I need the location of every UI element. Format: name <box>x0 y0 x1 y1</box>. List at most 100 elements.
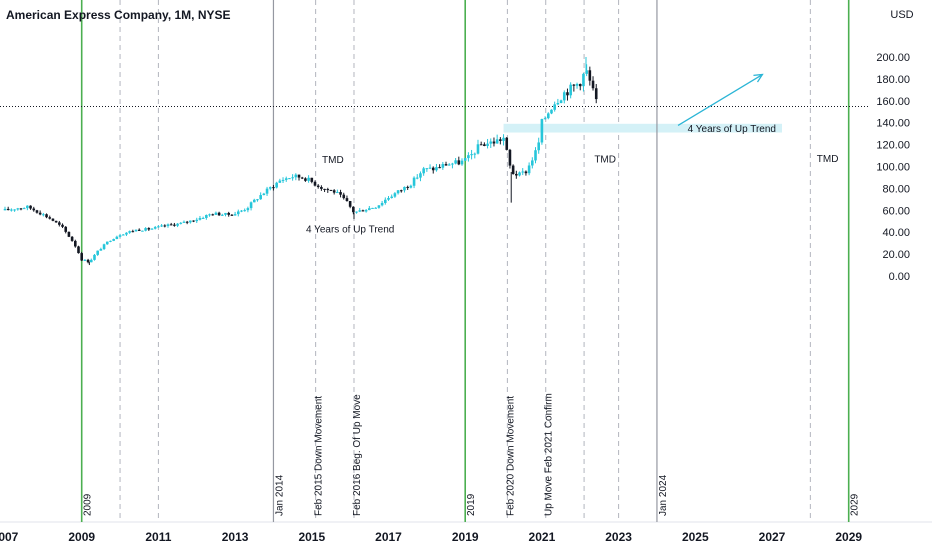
candle-body <box>134 229 138 232</box>
cycle-line-label: 2009 <box>83 493 94 516</box>
candle-body <box>438 167 441 169</box>
time-tick-label: 2015 <box>298 530 325 544</box>
annotation-label: TMD <box>322 155 344 166</box>
event-label: Feb 2015 Down Movement <box>314 396 325 516</box>
candle-body <box>64 226 68 232</box>
candle-body <box>300 177 304 179</box>
candle-body <box>479 144 483 146</box>
trend-arrow[interactable] <box>677 73 763 126</box>
candle-body <box>447 164 451 166</box>
candle-body <box>35 210 39 213</box>
candle-body <box>336 192 339 194</box>
price-tick-label: 200.00 <box>876 52 910 64</box>
candle-body <box>352 206 355 213</box>
uptrend-zone[interactable] <box>503 123 782 133</box>
candle-body <box>233 214 237 216</box>
cycle-line-label: 2029 <box>850 493 861 516</box>
event-label: Feb 2016 Beg. Of Up Move <box>352 394 363 516</box>
candle-body <box>553 104 556 110</box>
candle-body <box>307 177 310 181</box>
candle-body <box>329 189 333 191</box>
candle-body <box>403 186 406 191</box>
price-tick-label: 160.00 <box>876 96 910 108</box>
candle-body <box>99 249 103 251</box>
candle-body <box>109 240 112 242</box>
candle-body <box>495 139 499 144</box>
candle-body <box>61 224 64 227</box>
candle-body <box>29 205 32 209</box>
candle-body <box>345 198 349 202</box>
candle-body <box>515 173 518 176</box>
candle-body <box>304 178 307 181</box>
candle-body <box>13 209 16 211</box>
cycle-line-label: 2019 <box>466 493 477 516</box>
candle-body <box>259 195 262 200</box>
time-tick-label: 2017 <box>375 530 402 544</box>
candle-body <box>189 220 192 223</box>
candle-body <box>566 92 569 96</box>
candle-body <box>499 139 502 141</box>
candle-body <box>221 214 224 216</box>
candle-body <box>364 210 368 212</box>
candle-body <box>118 235 122 237</box>
candle-body <box>281 179 285 181</box>
time-tick-label: 2007 <box>0 530 19 544</box>
price-tick-label: 0.00 <box>889 271 910 283</box>
time-tick-label: 2009 <box>68 530 95 544</box>
candle-body <box>262 193 266 196</box>
candle-body <box>431 167 435 171</box>
candle-body <box>166 224 170 227</box>
candle-body <box>217 212 221 216</box>
candle-body <box>3 208 7 211</box>
candle-body <box>412 177 416 186</box>
candle-body <box>125 232 128 235</box>
candle-body <box>201 217 205 219</box>
candle-body <box>559 100 563 103</box>
candle-body <box>543 118 547 120</box>
candle-body <box>198 218 202 220</box>
candle-body <box>396 190 400 194</box>
candle-body <box>153 227 157 229</box>
candle-body <box>582 73 585 87</box>
candle-body <box>205 215 208 218</box>
candle-body <box>546 113 550 119</box>
candle-body <box>141 230 144 232</box>
candle-body <box>83 259 87 261</box>
candle-body <box>470 154 473 156</box>
candle-body <box>521 171 525 173</box>
candle-body <box>457 160 461 165</box>
time-tick-label: 2027 <box>759 530 786 544</box>
candle-body <box>348 201 352 207</box>
price-tick-label: 20.00 <box>882 249 910 261</box>
candle-body <box>380 202 384 206</box>
candle-body <box>58 222 61 225</box>
price-axis[interactable] <box>868 0 932 550</box>
event-label: Feb 2020 Down Movement <box>505 396 516 516</box>
candle-body <box>163 225 167 227</box>
candle-body <box>195 219 199 222</box>
candle-body <box>578 84 582 87</box>
candle-body <box>224 212 227 215</box>
candle-body <box>278 180 282 183</box>
candle-body <box>288 178 291 180</box>
candle-body <box>454 160 457 164</box>
candle-body <box>441 164 445 168</box>
price-tick-label: 40.00 <box>882 227 910 239</box>
candle-body <box>419 173 422 178</box>
chart-title: American Express Company, 1M, NYSE <box>6 8 231 22</box>
candle-body <box>147 228 151 230</box>
candle-body <box>240 210 243 212</box>
candle-body <box>313 181 317 186</box>
candle-body <box>48 217 52 219</box>
candle-body <box>291 177 294 179</box>
candle-body <box>537 142 541 151</box>
candle-body <box>562 92 566 101</box>
annotation-label: TMD <box>594 154 616 165</box>
candle-body <box>176 223 179 226</box>
candle-body <box>505 137 509 150</box>
time-tick-label: 2011 <box>145 530 171 544</box>
candle-body <box>591 80 595 89</box>
candle-body <box>467 155 470 159</box>
